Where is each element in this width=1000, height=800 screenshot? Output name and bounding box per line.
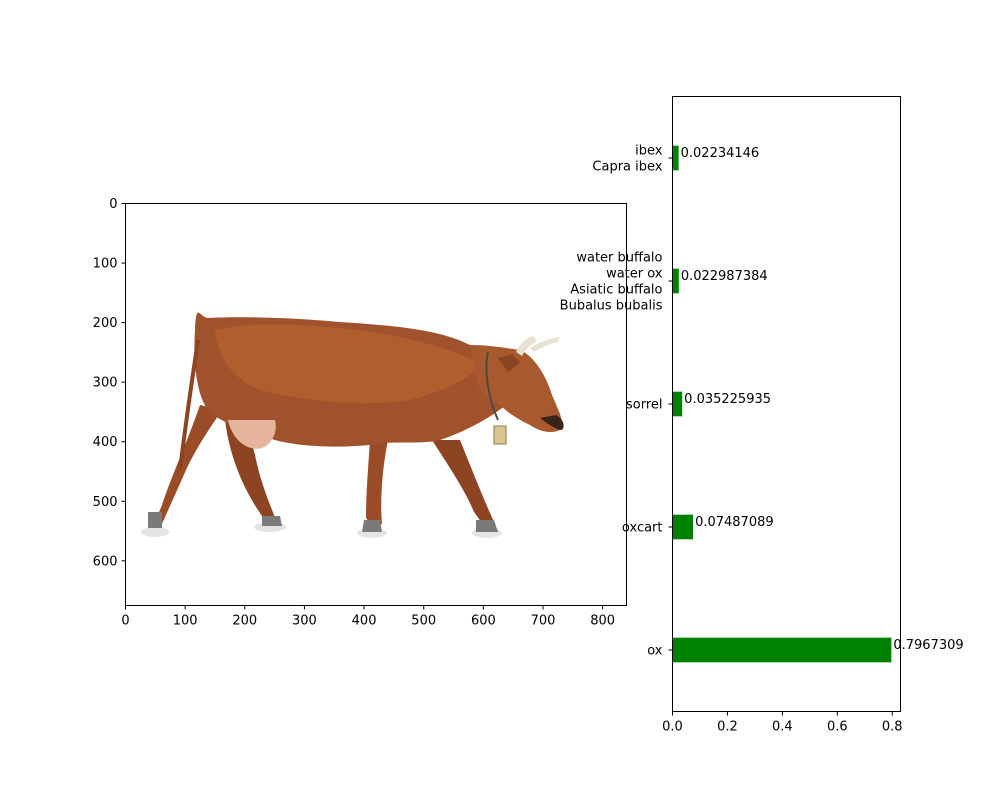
image-y-tick-label: 400 — [93, 435, 118, 450]
bar-value-label: 0.07487089 — [695, 515, 774, 530]
bar-category-label: water buffalo water ox Asiatic buffalo Buba… — [560, 251, 663, 314]
bar-x-tick-label: 0.0 — [662, 720, 683, 735]
bar-value-label: 0.022987384 — [681, 269, 768, 284]
image-axes-frame — [125, 203, 627, 606]
image-x-ticks: 0 100 200 300 400 500 600 700 800 — [121, 605, 615, 629]
bar-category-label: sorrel — [626, 398, 663, 413]
bar-value-label: 0.035225935 — [684, 392, 771, 407]
bar-category-label: ibex Capra ibex — [592, 144, 662, 175]
bar-value-label: 0.02234146 — [681, 146, 760, 161]
bar — [672, 514, 694, 540]
image-x-tick-label: 200 — [232, 614, 257, 629]
image-x-tick-label: 800 — [590, 614, 615, 629]
image-y-ticks: 0 100 200 300 400 500 600 — [93, 197, 126, 569]
bar-x-ticks: 0.0 0.2 0.4 0.6 0.8 — [662, 711, 903, 735]
bar-y-labels: ox oxcart sorrel water buffalo water ox Asiat… — [560, 144, 673, 659]
image-x-tick-label: 500 — [411, 614, 436, 629]
bar-x-tick-label: 0.6 — [827, 720, 848, 735]
image-y-tick-label: 600 — [93, 554, 118, 569]
bar-x-tick-label: 0.4 — [772, 720, 793, 735]
bar-x-tick-label: 0.8 — [882, 720, 903, 735]
image-x-tick-label: 100 — [173, 614, 198, 629]
image-x-tick-label: 300 — [292, 614, 317, 629]
image-y-tick-label: 300 — [93, 376, 118, 391]
bar-category-label: oxcart — [622, 521, 663, 536]
image-x-tick-label: 400 — [352, 614, 377, 629]
image-x-tick-label: 0 — [121, 614, 129, 629]
image-y-tick-label: 500 — [93, 495, 118, 510]
bar-value-label: 0.7967309 — [893, 638, 963, 653]
bar — [672, 268, 679, 294]
image-y-tick-label: 200 — [93, 316, 118, 331]
image-x-tick-label: 700 — [531, 614, 556, 629]
bar-x-tick-label: 0.2 — [717, 720, 738, 735]
image-panel: 0 100 200 300 400 500 600 700 800 0 100 200 300 400 5… — [93, 197, 627, 629]
image-y-tick-label: 0 — [109, 197, 117, 212]
bar — [672, 391, 683, 417]
bars — [672, 145, 892, 663]
image-x-tick-label: 600 — [471, 614, 496, 629]
bar-value-labels: 0.7967309 0.07487089 0.035225935 0.02298738… — [681, 146, 964, 653]
bar — [672, 145, 679, 171]
bar-chart-panel: 0.0 0.2 0.4 0.6 0.8 ox oxcart sorrel water buff… — [560, 96, 964, 735]
bar — [672, 637, 892, 663]
bar-category-label: ox — [647, 644, 663, 659]
image-y-tick-label: 100 — [93, 257, 118, 272]
cow-image — [141, 312, 564, 538]
